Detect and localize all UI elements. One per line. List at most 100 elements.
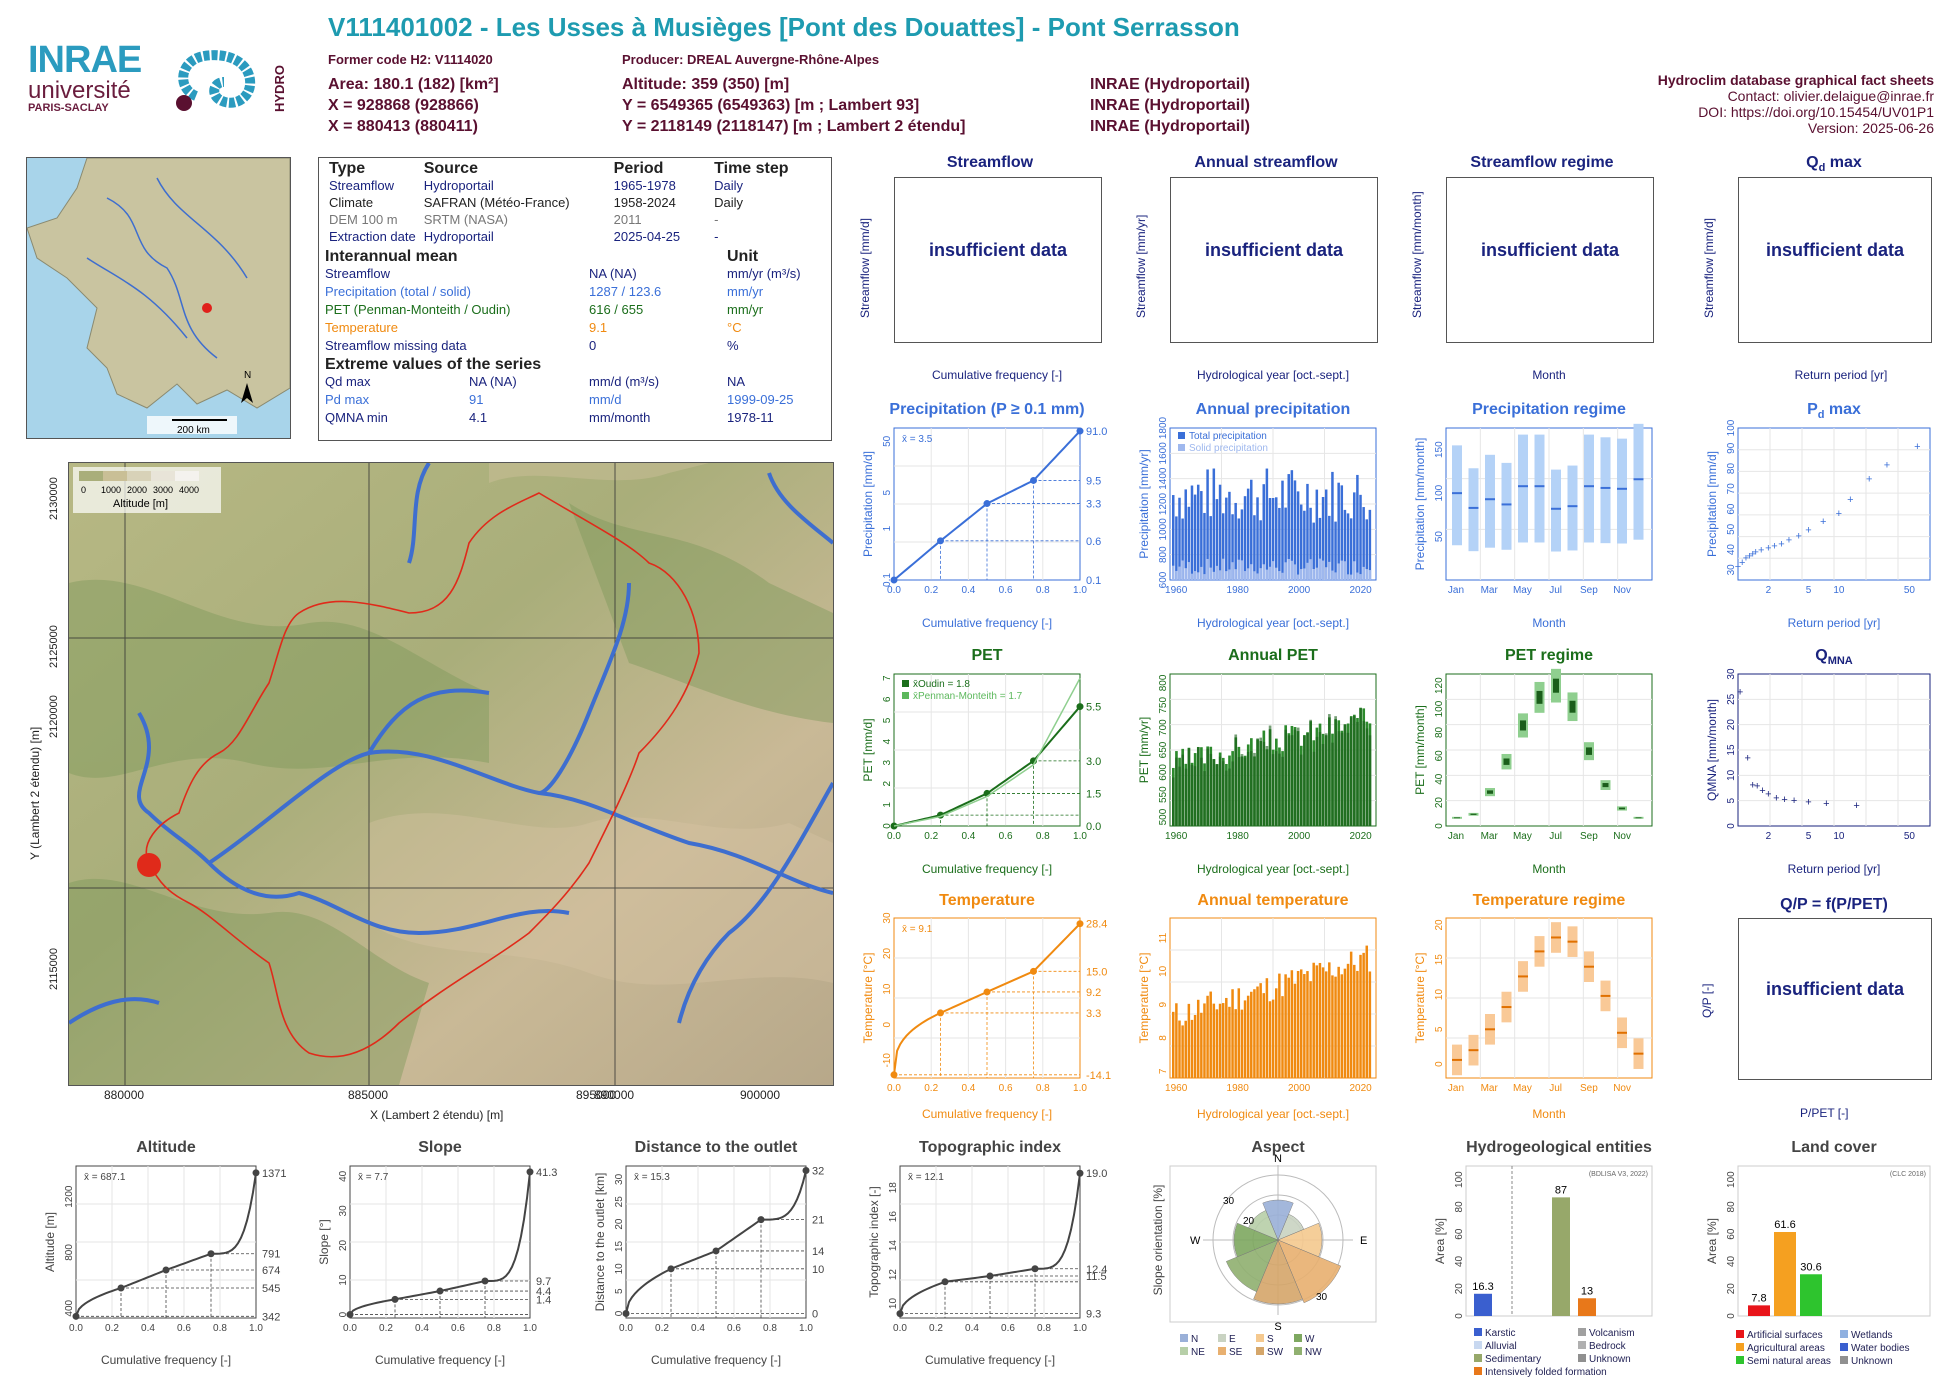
interannual-unit: % [727,338,739,353]
annual-precip-bar [1309,507,1312,580]
quantile-value-label: 15.0 [1086,966,1107,978]
annual-pet-pm-bar [1334,716,1337,826]
solid-precip-bar [1184,568,1187,580]
solid-precip-bar [1275,567,1278,580]
y-tick-label: 20 [1434,797,1445,809]
solid-precip-bar [1225,571,1228,580]
streamflow-xlabel: Return period [yr] [1794,368,1888,382]
chart-title: Topographic index [919,1139,1061,1156]
annual-pet-pm-bar [1349,717,1353,826]
x-tick-label: 0.6 [999,831,1013,842]
x-tick-label: Mar [1481,1083,1499,1094]
y-tick-label: 0 [1434,1061,1445,1067]
y-tick-label: 1200 [1158,492,1169,515]
x-tick-label: 0.8 [213,1323,227,1334]
y-tick-label: 400 [64,1299,75,1316]
solid-precip-bar [1215,565,1219,580]
annual-precip-bar [1362,507,1365,580]
solid-precip-bar [1337,563,1340,580]
aspect-legend-swatch [1294,1347,1302,1355]
extreme-label: Pd max [325,392,370,407]
x-tick-label: 0.2 [105,1323,119,1334]
quantile-value-label: 5.5 [1086,702,1101,714]
qmna-point: + [1759,785,1765,797]
x-tick-label: May [1513,585,1532,596]
y-axis-label: QMNA [mm/month] [1705,699,1719,801]
interannual-unit: mm/yr [727,284,764,299]
annual-pet-pm-bar [1318,732,1322,826]
annual-temp-bar [1293,983,1297,1078]
annual-precip-bar [1318,517,1322,580]
station-area-coords: Area: 180.1 (182) [km²] X = 928868 (9288… [328,74,499,137]
y-tick-label: 1400 [1158,467,1169,490]
aspect-legend-swatch [1294,1334,1302,1342]
outlet-marker [137,853,161,877]
annual-precip-bar [1187,506,1191,580]
annual-pet-pm-bar [1362,720,1366,826]
credits-doi: DOI: https://doi.org/10.15454/UV01P1 [1698,104,1934,120]
x-axis-label: Cumulative frequency [-] [651,1353,781,1367]
solid-precip-bar [1353,561,1356,580]
quantile-value-label: 9.5 [1086,475,1101,487]
y-tick-label: 60 [1454,1228,1465,1240]
x-tick-label: 2020 [1350,585,1373,596]
pet-regime-median [1619,807,1625,810]
x-tick-label: 0.2 [924,831,938,842]
x-tick-label: 0.8 [1036,831,1050,842]
solid-precip-bar [1193,571,1197,580]
col-source: Source [423,160,478,177]
y-tick-label: 10 [882,983,893,995]
annual-temp-bar [1281,996,1284,1078]
solid-precip-bar [1328,561,1331,580]
annual-temp-bar [1256,986,1259,1078]
pd-max-point: + [1735,561,1741,573]
inrae-logo: INRAE université PARIS-SACLAY [28,40,148,120]
solid-precip-bar [1265,569,1269,580]
annual-precip-bar [1240,509,1244,580]
aspect-legend-swatch [1180,1334,1188,1342]
annual-precip-bar [1225,497,1228,580]
page-title: V111401002 - Les Usses à Musièges [Pont … [328,12,1240,42]
pet-regime-median [1553,678,1559,693]
annual-pet-pm-bar [1268,725,1272,826]
y-tick-label: 120 [1434,677,1445,694]
y-lambert93: Y = 6549365 (6549363) [m ; Lambert 93] [622,97,920,114]
annual-precip-bar [1206,469,1209,580]
annual-temp-bar [1365,945,1369,1078]
annual-temp-bar [1240,1009,1244,1078]
regime-range-box [1534,434,1545,543]
y-tick-label: 800 [1158,546,1169,563]
catchment-map: 0 1000 2000 3000 4000 Altitude [m] [68,462,834,1086]
chart-title: PET [971,647,1002,664]
aspect-legend-swatch [1218,1347,1226,1355]
x-tick-label: 2 [1766,831,1772,842]
y-tick-label: 100 [1434,700,1445,717]
aspect-legend-label: SW [1267,1347,1284,1358]
extreme-value: 91 [469,392,484,407]
qmna-point: + [1737,687,1743,699]
y-tick-label: 70 [1726,483,1737,495]
y-axis-label: Slope [°] [317,1219,331,1265]
solid-precip-bar [1340,560,1344,580]
aspect-legend-swatch [1256,1347,1264,1355]
quantile-value-label: 0.6 [1086,536,1101,548]
streamflow-panel: insufficient data [1446,177,1654,343]
solid-precip-bar [1246,568,1250,580]
x-tick-label: 0.8 [1037,1323,1051,1334]
annual-pet-pm-bar [1175,757,1178,826]
aspect-sector [1262,1199,1294,1241]
x-tick-label: 0.4 [965,1323,979,1334]
aspect-ring-label: 30 [1223,1196,1235,1207]
info-cell-step: - [714,229,719,244]
annual-temp-bar [1318,962,1322,1078]
solid-precip-bar [1206,558,1209,580]
qmna-point: + [1781,794,1787,806]
x-tick-label: Nov [1613,1083,1631,1094]
minimap-north-label: N [244,370,251,381]
hydrogeo-value: 13 [1581,1285,1593,1297]
mean-label: x̄ = 12.1 [908,1172,944,1183]
annual-precip-bar [1193,494,1197,580]
y-axis-label: Temperature [°C] [1413,953,1427,1044]
y-tick-label: 0 [614,1310,625,1316]
annual-pet-pm-bar [1359,708,1362,826]
